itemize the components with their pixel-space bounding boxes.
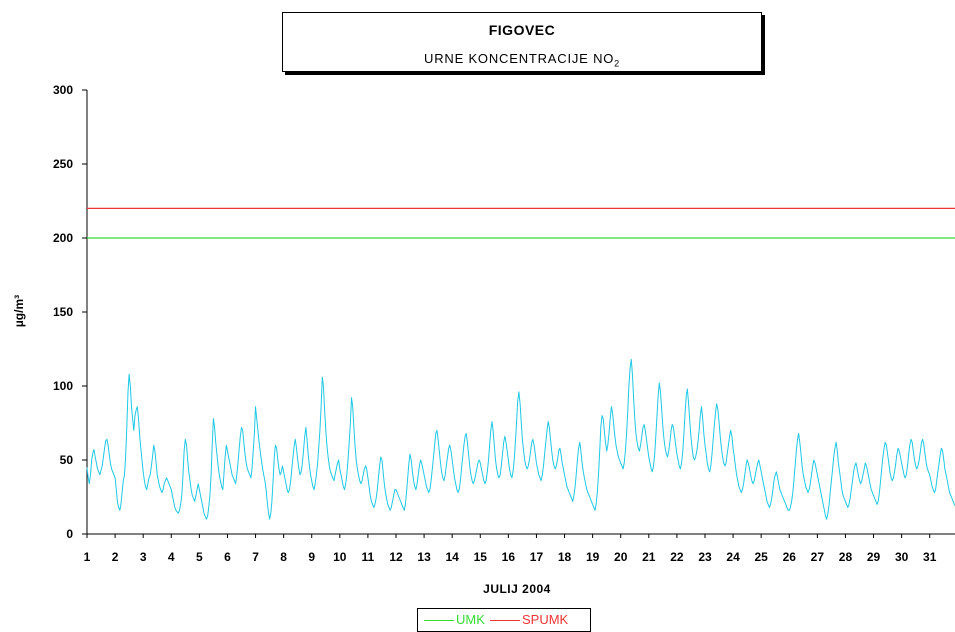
x-tick-label: 18 <box>558 550 572 564</box>
x-tick-label: 16 <box>502 550 516 564</box>
x-tick-label: 6 <box>224 550 231 564</box>
legend-item-umk: UMK <box>424 612 485 627</box>
x-tick-label: 24 <box>726 550 740 564</box>
y-tick-label: 0 <box>66 527 73 541</box>
x-tick-label: 23 <box>698 550 712 564</box>
x-tick-label: 15 <box>474 550 488 564</box>
legend-swatch-umk <box>424 620 454 622</box>
y-tick-label: 300 <box>53 83 73 97</box>
chart-title: FIGOVEC <box>488 22 556 38</box>
y-tick-label: 200 <box>53 231 73 245</box>
y-tick-label: 150 <box>53 305 73 319</box>
x-tick-label: 5 <box>196 550 203 564</box>
x-tick-label: 2 <box>112 550 119 564</box>
x-tick-label: 19 <box>586 550 600 564</box>
y-tick-label: 50 <box>60 453 74 467</box>
x-tick-label: 4 <box>168 550 175 564</box>
x-tick-label: 30 <box>895 550 909 564</box>
x-tick-label: 25 <box>754 550 768 564</box>
legend-item-spumk: SPUMK <box>490 612 568 627</box>
series-line-no2 <box>86 358 955 520</box>
legend-swatch-spumk <box>490 620 520 622</box>
chart-subtitle: URNE KONCENTRACIJE NO2 <box>283 51 761 69</box>
x-tick-label: 26 <box>783 550 797 564</box>
x-tick-label: 13 <box>417 550 431 564</box>
legend: UMK SPUMK <box>417 608 591 632</box>
x-tick-label: 3 <box>140 550 147 564</box>
x-tick-label: 29 <box>867 550 881 564</box>
chart-subtitle-subscript: 2 <box>614 58 620 69</box>
x-tick-label: 12 <box>389 550 403 564</box>
x-tick-label: 8 <box>280 550 287 564</box>
reference-lines <box>87 207 955 239</box>
x-tick-label: 14 <box>445 550 459 564</box>
chart-axes <box>82 89 955 538</box>
x-tick-label: 31 <box>923 550 937 564</box>
legend-label-umk: UMK <box>456 612 485 627</box>
y-axis-label: µg/m³ <box>12 295 26 327</box>
x-tick-label: 20 <box>614 550 628 564</box>
chart-subtitle-text: URNE KONCENTRACIJE NO <box>424 51 615 66</box>
x-tick-label: 17 <box>530 550 544 564</box>
x-tick-label: 22 <box>670 550 684 564</box>
x-tick-label: 7 <box>252 550 259 564</box>
y-tick-label: 250 <box>53 157 73 171</box>
chart-title-box: FIGOVEC URNE KONCENTRACIJE NO2 <box>282 12 762 72</box>
y-tick-label: 100 <box>53 379 73 393</box>
x-tick-label: 27 <box>811 550 825 564</box>
x-tick-label: 1 <box>84 550 91 564</box>
legend-label-spumk: SPUMK <box>522 612 569 627</box>
series-group <box>86 358 955 520</box>
x-tick-label: 11 <box>362 550 375 564</box>
x-tick-label: 21 <box>642 550 656 564</box>
x-axis-label: JULIJ 2004 <box>483 582 551 596</box>
x-tick-label: 9 <box>308 550 315 564</box>
x-tick-label: 10 <box>333 550 347 564</box>
x-tick-label: 28 <box>839 550 853 564</box>
